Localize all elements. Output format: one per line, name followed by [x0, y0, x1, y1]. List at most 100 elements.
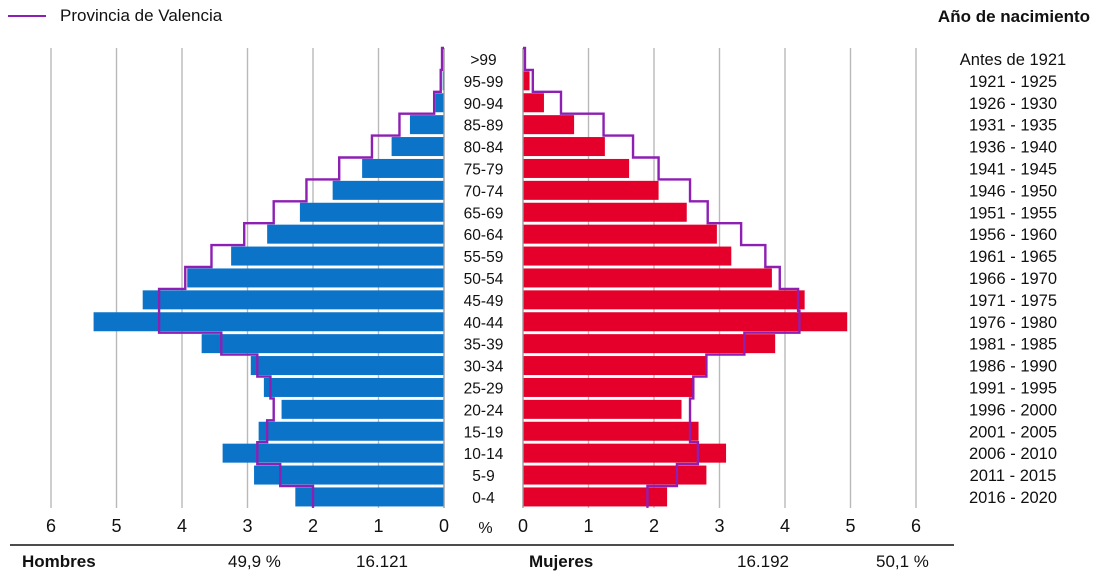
- bar-women-6: [523, 180, 659, 200]
- birth-year-label-8: 1956 - 1960: [969, 226, 1057, 244]
- x-tick-label-9: 2: [649, 516, 659, 536]
- bar-men-5: [362, 158, 444, 178]
- age-group-label-16: 20-24: [464, 402, 504, 419]
- bar-women-19: [523, 465, 707, 485]
- bar-men-13: [201, 334, 444, 354]
- age-group-label-11: 45-49: [464, 293, 504, 310]
- x-tick-label-10: 3: [714, 516, 724, 536]
- bar-men-3: [409, 115, 444, 135]
- x-tick-label-4: 2: [308, 516, 318, 536]
- bar-women-12: [523, 312, 848, 332]
- x-tick-label-7: 0: [518, 516, 528, 536]
- birth-year-label-4: 1936 - 1940: [969, 139, 1057, 157]
- x-tick-label-8: 1: [583, 516, 593, 536]
- birth-year-label-0: Antes de 1921: [960, 51, 1066, 69]
- age-group-label-9: 55-59: [464, 249, 504, 266]
- outline-province-men: [157, 46, 444, 508]
- bar-men-9: [231, 246, 444, 266]
- women-label: Mujeres: [529, 552, 594, 571]
- x-tick-label-2: 4: [177, 516, 187, 536]
- birth-year-label-6: 1946 - 1950: [969, 182, 1057, 200]
- x-tick-label-13: 6: [911, 516, 921, 536]
- bar-women-1: [523, 71, 530, 91]
- age-group-label-19: 5-9: [472, 468, 494, 485]
- age-group-label-20: 0-4: [472, 490, 495, 507]
- bar-women-18: [523, 443, 727, 463]
- age-group-label-6: 70-74: [464, 183, 504, 200]
- age-group-label-10: 50-54: [464, 271, 504, 288]
- age-group-label-0: >99: [470, 52, 496, 69]
- bar-women-7: [523, 202, 687, 222]
- birth-year-label-14: 1986 - 1990: [969, 358, 1057, 376]
- age-group-label-12: 40-44: [464, 315, 504, 332]
- bar-men-17: [258, 421, 444, 441]
- birth-year-label-11: 1971 - 1975: [969, 292, 1057, 310]
- bar-men-16: [281, 399, 444, 419]
- birth-year-label-17: 2001 - 2005: [969, 423, 1057, 441]
- birth-year-label-19: 2011 - 2015: [970, 467, 1057, 485]
- bar-men-12: [93, 312, 444, 332]
- bar-women-3: [523, 115, 575, 135]
- age-group-label-5: 75-79: [464, 161, 504, 178]
- bar-men-10: [187, 268, 445, 288]
- women-percent: 50,1 %: [876, 552, 929, 571]
- bar-men-15: [263, 377, 444, 397]
- x-tick-label-12: 5: [845, 516, 855, 536]
- bar-men-8: [267, 224, 444, 244]
- bar-women-2: [523, 93, 544, 113]
- age-group-label-2: 90-94: [464, 96, 504, 113]
- birth-year-label-12: 1976 - 1980: [969, 314, 1057, 332]
- birth-year-label-18: 2006 - 2010: [969, 445, 1057, 463]
- bar-women-17: [523, 421, 699, 441]
- age-group-label-1: 95-99: [464, 74, 504, 91]
- birth-year-label-16: 1996 - 2000: [969, 401, 1057, 419]
- x-tick-label-5: 1: [373, 516, 383, 536]
- age-group-label-8: 60-64: [464, 227, 504, 244]
- birth-year-label-7: 1951 - 1955: [969, 204, 1057, 222]
- bar-men-6: [332, 180, 444, 200]
- bar-women-8: [523, 224, 717, 244]
- bar-men-14: [250, 356, 444, 376]
- bar-women-16: [523, 399, 682, 419]
- birth-year-label-9: 1961 - 1965: [969, 248, 1057, 266]
- legend-label: Provincia de Valencia: [60, 6, 223, 25]
- age-group-label-7: 65-69: [464, 205, 504, 222]
- age-group-label-14: 30-34: [464, 359, 504, 376]
- x-unit-label: %: [478, 520, 492, 537]
- x-tick-label-0: 6: [46, 516, 56, 536]
- bar-men-4: [391, 137, 444, 157]
- x-tick-label-1: 5: [111, 516, 121, 536]
- bar-men-18: [222, 443, 444, 463]
- birth-year-title: Año de nacimiento: [937, 7, 1090, 26]
- bar-women-4: [523, 137, 605, 157]
- women-count: 16.192: [737, 552, 789, 571]
- birth-year-label-15: 1991 - 1995: [969, 379, 1057, 397]
- men-label: Hombres: [22, 552, 96, 571]
- bar-women-9: [523, 246, 732, 266]
- age-group-label-13: 35-39: [464, 337, 504, 354]
- birth-year-label-2: 1926 - 1930: [969, 95, 1057, 113]
- bar-men-2: [435, 93, 444, 113]
- bar-women-5: [523, 158, 630, 178]
- men-count: 16.121: [356, 552, 408, 571]
- birth-year-label-5: 1941 - 1945: [969, 160, 1057, 178]
- bar-women-14: [523, 356, 707, 376]
- birth-year-label-3: 1931 - 1935: [969, 117, 1057, 135]
- birth-year-label-13: 1981 - 1985: [969, 336, 1057, 354]
- legend-line-swatch: [8, 15, 46, 17]
- bar-men-19: [254, 465, 444, 485]
- bar-men-20: [295, 487, 444, 507]
- outline-province-women: [523, 46, 801, 508]
- bar-women-10: [523, 268, 772, 288]
- legend: Provincia de Valencia: [8, 6, 222, 26]
- birth-year-label-10: 1966 - 1970: [969, 270, 1057, 288]
- birth-year-label-1: 1921 - 1925: [969, 73, 1057, 91]
- bar-women-11: [523, 290, 805, 310]
- bar-women-20: [523, 487, 668, 507]
- bar-men-11: [142, 290, 444, 310]
- bar-women-13: [523, 334, 776, 354]
- bar-men-7: [299, 202, 444, 222]
- age-group-label-18: 10-14: [464, 446, 504, 463]
- birth-year-label-20: 2016 - 2020: [969, 489, 1057, 507]
